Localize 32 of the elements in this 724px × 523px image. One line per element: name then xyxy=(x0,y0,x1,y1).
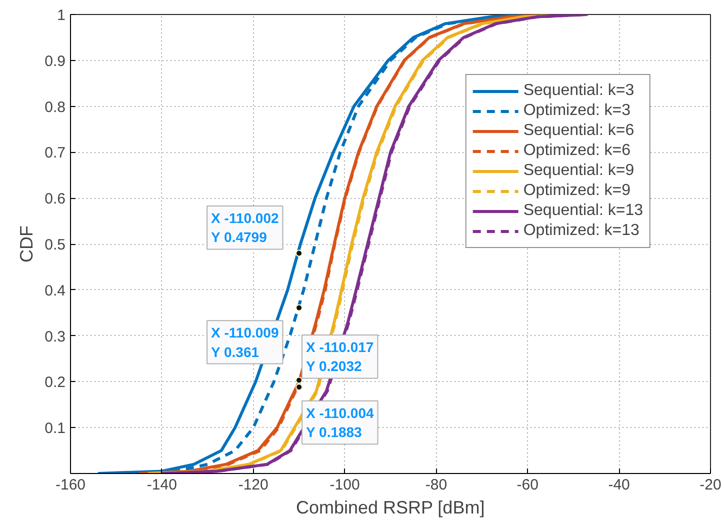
x-tick-label: -160 xyxy=(55,476,86,494)
y-tick-label: 0.9 xyxy=(44,52,66,70)
x-tick-label: -20 xyxy=(700,476,722,494)
y-tick-label: 0.8 xyxy=(44,98,66,116)
annotation: X -110.004 Y 0.1883 xyxy=(306,404,374,440)
annotation: X -110.009 Y 0.361 xyxy=(211,324,279,360)
x-tick-label: -80 xyxy=(425,476,448,494)
x-tick-label: -140 xyxy=(146,476,177,494)
y-tick-label: 0.1 xyxy=(44,420,66,438)
x-tick-label: -100 xyxy=(330,476,360,494)
annotation: X -110.002 Y 0.4799 xyxy=(211,210,279,246)
annotation: X -110.017 Y 0.2032 xyxy=(306,339,374,374)
legend-label: Optimized: k=13 xyxy=(523,222,640,240)
y-tick-label: 0.7 xyxy=(44,144,66,162)
y-tick-label: 0.3 xyxy=(44,328,66,346)
y-axis-title: CDF xyxy=(16,225,37,262)
legend-label: Sequential: k=6 xyxy=(523,122,634,140)
y-tick-label: 0.2 xyxy=(44,374,66,392)
x-tick-label: -60 xyxy=(516,476,538,494)
legend-label: Sequential: k=9 xyxy=(523,162,634,180)
x-tick-label: -120 xyxy=(238,476,268,494)
y-tick-label: 0.4 xyxy=(44,282,66,300)
x-axis-title: Combined RSRP [dBm] xyxy=(296,498,485,518)
legend-label: Optimized: k=9 xyxy=(523,182,630,200)
y-tick-label: 0.6 xyxy=(44,190,66,208)
legend-label: Sequential: k=13 xyxy=(523,202,643,220)
legend-label: Optimized: k=3 xyxy=(523,102,630,120)
y-tick-label: 1 xyxy=(57,7,66,24)
legend-label: Optimized: k=6 xyxy=(523,142,630,160)
x-tick-label: -40 xyxy=(608,476,630,494)
legend-label: Sequential: k=3 xyxy=(523,82,634,100)
y-tick-label: 0.5 xyxy=(44,236,66,254)
